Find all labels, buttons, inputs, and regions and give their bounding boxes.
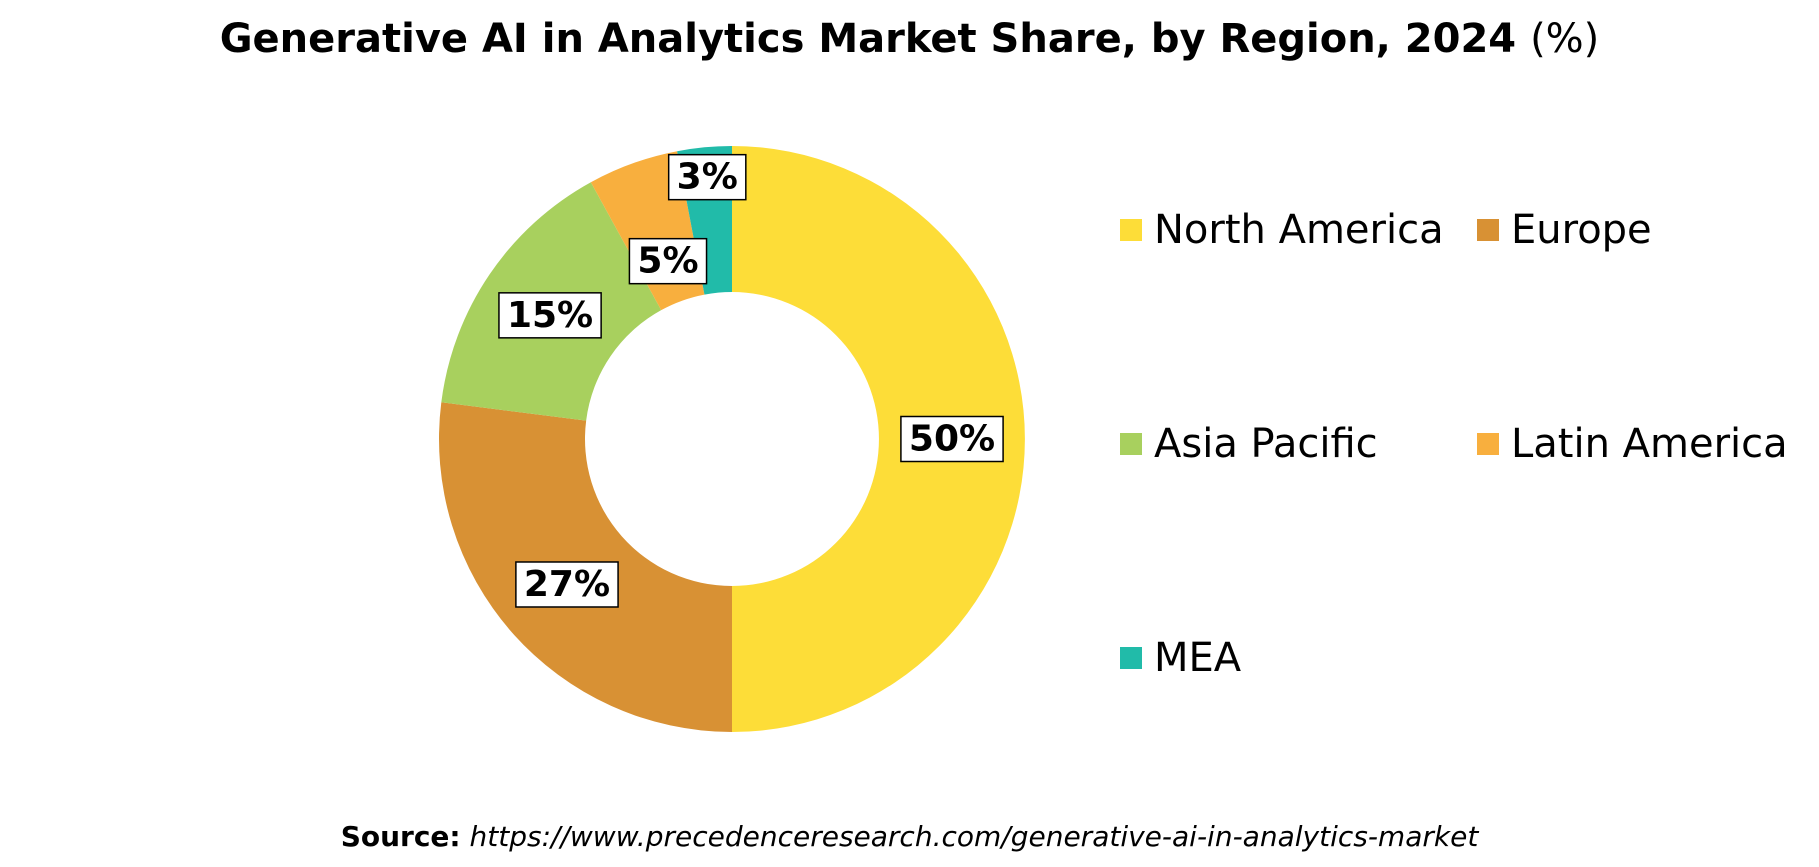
legend-swatch bbox=[1120, 433, 1142, 455]
data-label-asia-pacific: 15% bbox=[498, 292, 602, 339]
legend-label: MEA bbox=[1154, 635, 1242, 681]
legend-label: North America bbox=[1154, 207, 1444, 253]
legend-swatch bbox=[1477, 433, 1499, 455]
svg-text:5%: 5% bbox=[637, 241, 698, 282]
legend-item-latin-america: Latin America bbox=[1477, 421, 1788, 467]
svg-text:15%: 15% bbox=[507, 295, 593, 336]
legend-item-mea: MEA bbox=[1120, 635, 1242, 681]
svg-text:27%: 27% bbox=[524, 564, 610, 605]
legend-label: Latin America bbox=[1511, 421, 1788, 467]
legend-item-asia-pacific: Asia Pacific bbox=[1120, 421, 1378, 467]
chart-title: Generative AI in Analytics Market Share,… bbox=[0, 16, 1819, 62]
chart-title-unit: (%) bbox=[1530, 16, 1600, 62]
svg-text:3%: 3% bbox=[677, 157, 738, 198]
source-url[interactable]: https://www.precedenceresearch.com/gener… bbox=[469, 820, 1479, 853]
data-label-mea: 3% bbox=[667, 153, 747, 201]
legend-swatch bbox=[1477, 219, 1499, 241]
data-label-north-america: 50% bbox=[900, 415, 1004, 463]
data-label-europe: 27% bbox=[515, 561, 619, 608]
data-label-latin-america: 5% bbox=[628, 237, 708, 285]
legend-item-europe: Europe bbox=[1477, 207, 1652, 253]
legend-label: Europe bbox=[1511, 207, 1652, 253]
data-labels: 50% 27% 15% 5% 3% bbox=[498, 153, 1004, 608]
legend-label: Asia Pacific bbox=[1154, 421, 1378, 467]
source-label: Source: bbox=[340, 820, 461, 853]
chart-title-text: Generative AI in Analytics Market Share,… bbox=[219, 16, 1517, 62]
slice-north-america bbox=[732, 146, 1025, 732]
legend-swatch bbox=[1120, 647, 1142, 669]
svg-text:50%: 50% bbox=[909, 419, 995, 460]
legend-item-north-america: North America bbox=[1120, 207, 1444, 253]
legend-swatch bbox=[1120, 219, 1142, 241]
source-line: Source: https://www.precedenceresearch.c… bbox=[0, 820, 1819, 853]
